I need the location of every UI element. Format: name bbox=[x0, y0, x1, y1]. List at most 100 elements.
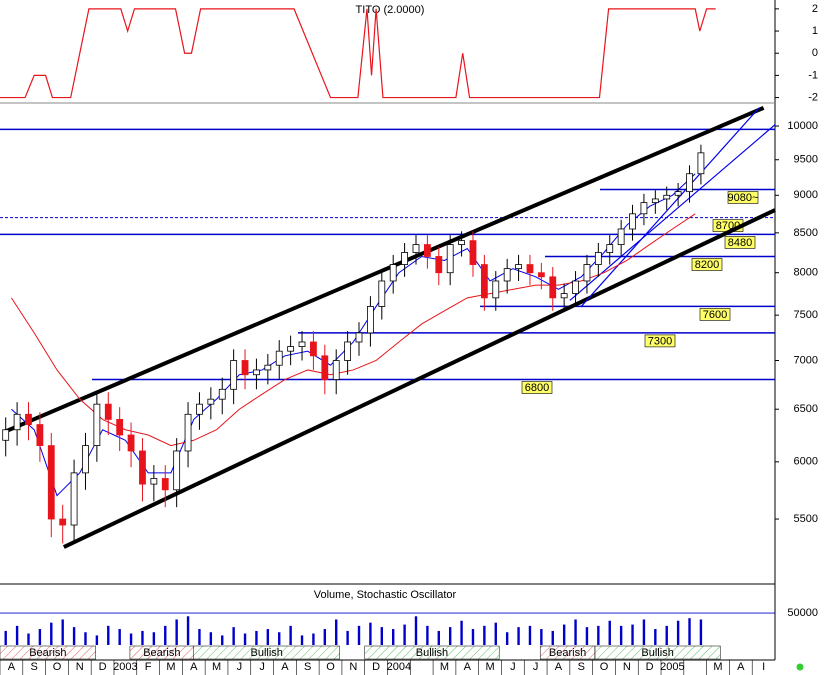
candle-body bbox=[594, 252, 602, 265]
candle-body bbox=[116, 419, 124, 436]
volume-bar bbox=[289, 625, 292, 645]
volume-bar bbox=[380, 627, 384, 645]
x-tick-label: N bbox=[623, 661, 631, 673]
volume-bar bbox=[50, 622, 53, 645]
x-tick-label: O bbox=[326, 661, 335, 673]
x-tick-label: O bbox=[53, 661, 62, 673]
volume-bar bbox=[426, 625, 429, 645]
y-tick-label: 0 bbox=[812, 47, 818, 59]
volume-bar bbox=[597, 625, 600, 645]
candle-body bbox=[82, 445, 89, 474]
volume-bar bbox=[483, 625, 486, 645]
volume-bar bbox=[448, 627, 452, 645]
y-tick-label: 1 bbox=[812, 25, 818, 37]
candle-body bbox=[93, 403, 101, 446]
volume-bar bbox=[437, 630, 440, 645]
volume-bar bbox=[665, 625, 668, 645]
volume-bar bbox=[198, 629, 201, 645]
x-tick-label: F bbox=[145, 661, 152, 673]
y-tick-label: 8500 bbox=[794, 227, 818, 239]
volume-bar bbox=[4, 630, 7, 645]
volume-bar bbox=[346, 630, 349, 645]
volume-bar bbox=[654, 629, 657, 645]
level-label-box bbox=[699, 308, 731, 321]
x-tick-label: A bbox=[190, 661, 198, 673]
x-tick-label: M bbox=[166, 661, 175, 673]
candle-body bbox=[104, 403, 112, 420]
volume-bar bbox=[300, 635, 304, 645]
candle-body bbox=[651, 198, 659, 204]
trendline bbox=[3, 106, 765, 434]
volume-bar bbox=[357, 625, 361, 645]
x-tick-label: J bbox=[533, 661, 539, 673]
x-tick-label: J bbox=[237, 661, 243, 673]
level-label-box bbox=[521, 381, 553, 394]
volume-bar bbox=[528, 625, 532, 645]
x-tick-label: M bbox=[713, 661, 722, 673]
moving-average bbox=[10, 213, 696, 447]
y-tick-label: -2 bbox=[808, 91, 818, 103]
y-tick-label: 5500 bbox=[794, 513, 818, 525]
level-label: 7300 bbox=[648, 335, 672, 347]
volume-bar bbox=[278, 632, 281, 645]
candle-body bbox=[537, 272, 545, 278]
candle-body bbox=[36, 424, 44, 446]
candle-body bbox=[275, 350, 283, 366]
candle-body bbox=[310, 341, 317, 357]
candle-body bbox=[332, 360, 340, 380]
volume-bar bbox=[369, 622, 372, 645]
zone-label: Bearish bbox=[549, 647, 586, 659]
volume-bar bbox=[585, 627, 589, 645]
volume-bar bbox=[221, 635, 224, 645]
volume-bar bbox=[335, 619, 338, 645]
volume-bar bbox=[186, 616, 190, 645]
candle-body bbox=[161, 478, 169, 491]
volume-bar bbox=[391, 629, 395, 645]
x-tick-label: I bbox=[762, 661, 765, 673]
x-tick-label: A bbox=[281, 661, 289, 673]
volume-bar bbox=[72, 627, 76, 645]
candle-body bbox=[480, 264, 488, 299]
candle-body bbox=[389, 264, 397, 282]
candle-body bbox=[663, 194, 671, 200]
y-tick-label: 50000 bbox=[787, 607, 818, 619]
candle-body bbox=[184, 413, 192, 452]
status-dot bbox=[796, 663, 804, 671]
y-tick-label: 9000 bbox=[794, 189, 818, 201]
level-label: 9080~ bbox=[728, 192, 759, 204]
candle-body bbox=[344, 341, 352, 361]
x-tick-label: M bbox=[485, 661, 494, 673]
candle-body bbox=[458, 240, 465, 245]
candle-body bbox=[218, 388, 226, 400]
level-label: 6800 bbox=[525, 382, 549, 394]
moving-average bbox=[11, 173, 696, 497]
x-tick-label: J bbox=[510, 661, 516, 673]
volume-bar bbox=[517, 627, 520, 645]
y-tick-label: 2 bbox=[812, 3, 818, 15]
volume-bar bbox=[84, 632, 87, 645]
y-tick-label: -1 bbox=[808, 69, 818, 81]
x-tick-label: D bbox=[99, 661, 107, 673]
zone-label: Bearish bbox=[143, 647, 180, 659]
volume-bar bbox=[243, 633, 247, 645]
level-label: 8480 bbox=[728, 237, 752, 249]
x-tick-label: 2005 bbox=[660, 661, 684, 673]
volume-bar bbox=[676, 620, 680, 645]
candle-body bbox=[139, 450, 146, 485]
candle-body bbox=[401, 252, 408, 265]
volume-bar bbox=[152, 632, 156, 645]
volume-bar bbox=[15, 625, 19, 645]
x-tick-label: A bbox=[555, 661, 563, 673]
volume-bar bbox=[95, 635, 99, 645]
candle-body bbox=[515, 264, 522, 270]
volume-bar bbox=[540, 629, 543, 645]
volume-bar bbox=[551, 630, 554, 645]
candle-body bbox=[367, 306, 374, 334]
trendline bbox=[62, 208, 776, 549]
x-tick-label: A bbox=[737, 661, 745, 673]
y-tick-label: 7000 bbox=[794, 354, 818, 366]
candle-body bbox=[686, 173, 693, 193]
y-tick-label: 6000 bbox=[794, 456, 818, 468]
level-label-box bbox=[727, 191, 759, 204]
